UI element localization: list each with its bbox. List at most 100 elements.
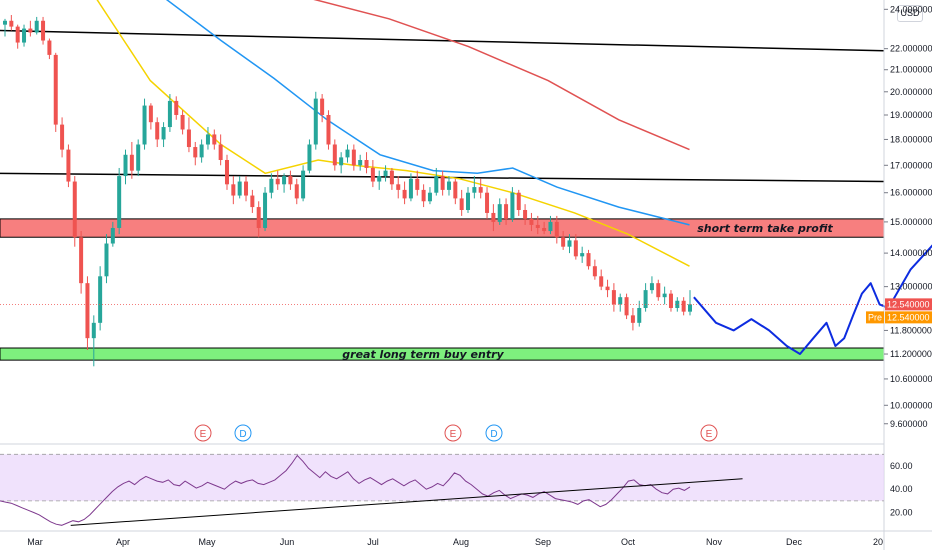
time-tick-label: 20 xyxy=(873,537,883,547)
candle-body xyxy=(256,207,261,228)
trendline[interactable] xyxy=(0,29,885,52)
candle-body xyxy=(41,20,46,41)
candle-body xyxy=(129,154,134,171)
candle-body xyxy=(548,221,553,232)
time-tick-label: Sep xyxy=(535,537,551,547)
moving-average-line xyxy=(96,0,690,267)
candle-body xyxy=(66,149,71,182)
candle-body xyxy=(554,221,559,238)
projection-path[interactable] xyxy=(693,240,932,355)
candle-body xyxy=(383,170,388,177)
premarket-tag-text: Pre xyxy=(868,312,882,322)
event-marker[interactable] xyxy=(234,424,252,442)
time-tick-label: Apr xyxy=(116,537,130,547)
candle-body xyxy=(34,20,39,33)
rsi-trendline[interactable] xyxy=(70,478,743,526)
candle-body xyxy=(421,189,426,202)
candle-body xyxy=(668,293,673,308)
candle-body xyxy=(79,237,84,284)
currency-label[interactable]: USD xyxy=(897,5,923,22)
zone-layer: short term take profit great long term bu… xyxy=(0,218,885,361)
candle-body xyxy=(218,144,223,161)
event-marker[interactable] xyxy=(194,424,212,442)
candle-body xyxy=(3,20,7,25)
candle-body xyxy=(180,114,185,130)
candle-body xyxy=(637,307,642,323)
candle-body xyxy=(320,98,325,115)
candle-body xyxy=(523,209,528,219)
candle-body xyxy=(542,227,547,232)
candle-body xyxy=(263,192,268,228)
premarket-tag xyxy=(866,311,884,324)
event-marker-label: E xyxy=(450,429,457,440)
time-tick-label: Dec xyxy=(786,537,803,547)
event-marker-label: D xyxy=(239,429,246,440)
candle-body xyxy=(72,181,77,238)
time-tick-label: Mar xyxy=(27,537,43,547)
candle-body xyxy=(573,240,578,257)
candle-body xyxy=(339,157,344,166)
candle-body xyxy=(22,28,27,43)
rsi-tick-label: 40.00 xyxy=(890,484,913,494)
candle-body xyxy=(567,240,572,247)
candle-body xyxy=(529,218,534,225)
time-tick-label: Aug xyxy=(453,537,469,547)
candle-body xyxy=(148,105,153,123)
event-marker-label: E xyxy=(200,429,207,440)
price-tick-label: 22.000000 xyxy=(890,44,932,54)
event-marker[interactable] xyxy=(444,424,462,442)
candle-layer xyxy=(0,15,884,367)
candle-body xyxy=(402,189,407,199)
candle-body xyxy=(110,227,115,244)
candle-body xyxy=(174,100,179,115)
candle-body xyxy=(313,98,318,145)
candle-body xyxy=(205,134,210,145)
candle-body xyxy=(618,297,623,305)
candle-body xyxy=(611,290,616,305)
time-tick-label: Nov xyxy=(706,537,723,547)
price-tick-label: 16.000000 xyxy=(890,188,932,198)
candle-body xyxy=(561,237,566,247)
candle-body xyxy=(60,124,65,150)
rsi-line xyxy=(0,454,691,526)
time-axis: Mar Apr May Jun Jul Aug Sep Oct Nov Dec 20 xyxy=(27,537,883,547)
rsi-band xyxy=(0,454,884,501)
price-tick-label: 13.000000 xyxy=(890,282,932,292)
candle-body xyxy=(688,304,692,312)
rsi-tick-label: 20.00 xyxy=(890,508,913,518)
candle-body xyxy=(649,283,654,291)
candle-body xyxy=(364,160,369,168)
candle-body xyxy=(301,170,306,199)
moving-average-line xyxy=(313,0,690,151)
event-marker[interactable] xyxy=(485,424,503,442)
candle-body xyxy=(250,195,255,208)
price-tick-label: 19.000000 xyxy=(890,110,932,120)
candle-body xyxy=(142,105,147,145)
candle-body xyxy=(294,184,299,199)
candle-body xyxy=(440,176,445,190)
candle-body xyxy=(212,134,217,145)
candle-body xyxy=(167,100,172,128)
candle-body xyxy=(53,54,58,125)
candle-body xyxy=(681,300,686,312)
candle-body xyxy=(478,187,483,193)
candle-body xyxy=(47,40,52,55)
candle-body xyxy=(307,144,312,171)
candle-body xyxy=(358,160,363,166)
moving-average-layer xyxy=(96,0,690,267)
candle-body xyxy=(15,26,20,43)
candle-body xyxy=(155,122,160,140)
candle-body xyxy=(351,149,356,166)
candle-body xyxy=(459,198,464,210)
time-tick-label: May xyxy=(198,537,216,547)
premarket-price-tag xyxy=(885,311,932,324)
candle-body xyxy=(326,114,331,145)
rsi-tick-label: 60.00 xyxy=(890,461,913,471)
event-marker[interactable] xyxy=(700,424,718,442)
price-tick-label: 10.600000 xyxy=(890,374,932,384)
price-tick-label: 24.000000 xyxy=(890,4,932,14)
candle-body xyxy=(91,322,96,339)
candle-body xyxy=(389,170,394,185)
